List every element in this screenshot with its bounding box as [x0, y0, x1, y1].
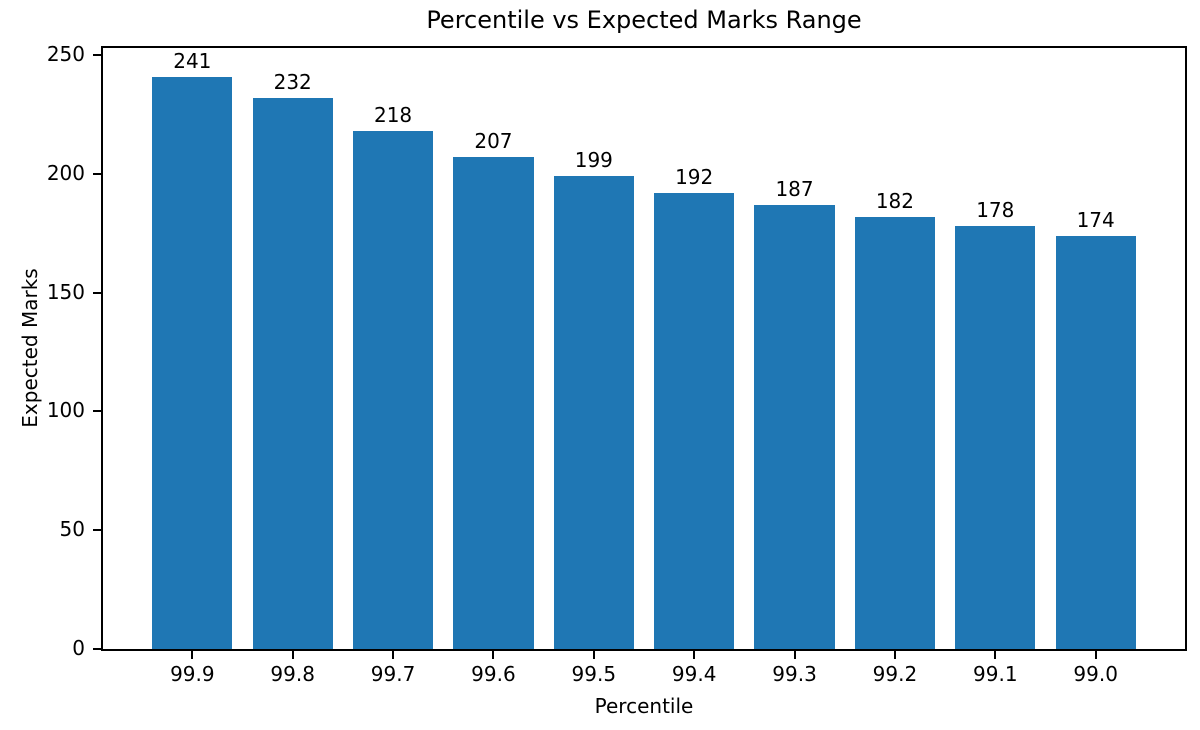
- bar-99.1: [955, 226, 1036, 649]
- x-tick-label: 99.4: [671, 662, 717, 686]
- bar-99.7: [352, 131, 434, 649]
- y-tick-mark: [93, 648, 101, 650]
- y-tick-mark: [93, 172, 101, 175]
- y-tick-label: 0: [72, 636, 85, 660]
- x-tick-label: 99.7: [370, 662, 416, 686]
- bar-99.9: [152, 76, 233, 649]
- x-tick-mark: [1094, 651, 1097, 659]
- x-tick-mark: [893, 651, 896, 659]
- bar-value-label: 187: [775, 176, 814, 201]
- bar-99.4: [654, 192, 735, 649]
- bar-99.6: [453, 157, 534, 649]
- bar-value-label: 178: [976, 198, 1015, 223]
- y-tick-label: 50: [59, 517, 85, 542]
- bar-99.0: [1055, 235, 1136, 649]
- y-tick-label: 250: [46, 42, 85, 67]
- y-tick-label: 150: [46, 279, 85, 304]
- chart-title: Percentile vs Expected Marks Range: [426, 6, 862, 34]
- x-tick-mark: [291, 651, 294, 659]
- y-tick-mark: [93, 410, 101, 413]
- bar-value-label: 182: [875, 188, 915, 213]
- bar-value-label: 199: [574, 148, 613, 173]
- x-tick-label: 99.5: [571, 662, 617, 686]
- x-tick-mark: [994, 651, 997, 659]
- x-axis-label: Percentile: [594, 694, 694, 718]
- x-tick-label: 99.2: [872, 662, 918, 686]
- bar-value-label: 232: [273, 69, 312, 94]
- x-tick-mark: [592, 651, 595, 659]
- x-tick-label: 99.8: [270, 662, 315, 686]
- x-tick-mark: [191, 651, 194, 659]
- x-tick-mark: [793, 651, 796, 659]
- bar-value-label: 241: [173, 48, 212, 73]
- bar-value-label: 218: [373, 103, 413, 128]
- y-tick-label: 200: [46, 160, 85, 185]
- bar-99.2: [854, 216, 936, 649]
- bar-99.3: [754, 204, 835, 649]
- x-tick-label: 99.0: [1073, 662, 1118, 686]
- bar-99.5: [553, 176, 634, 649]
- bar-value-label: 174: [1076, 207, 1115, 232]
- x-tick-mark: [693, 651, 696, 659]
- y-tick-mark: [93, 291, 101, 294]
- x-tick-mark: [492, 651, 495, 659]
- x-tick-label: 99.9: [170, 662, 215, 686]
- bar-value-label: 192: [675, 164, 714, 189]
- x-tick-mark: [392, 651, 395, 659]
- bar-value-label: 207: [474, 129, 513, 154]
- x-tick-label: 99.3: [772, 662, 817, 686]
- x-tick-label: 99.1: [973, 662, 1018, 686]
- y-tick-label: 100: [46, 398, 85, 423]
- x-tick-label: 99.6: [471, 662, 516, 686]
- plot-area: 241 232 218 207 199 192 187 182 178 174: [101, 46, 1187, 651]
- bar-99.8: [252, 97, 333, 649]
- y-tick-mark: [93, 529, 101, 532]
- y-tick-mark: [93, 54, 101, 57]
